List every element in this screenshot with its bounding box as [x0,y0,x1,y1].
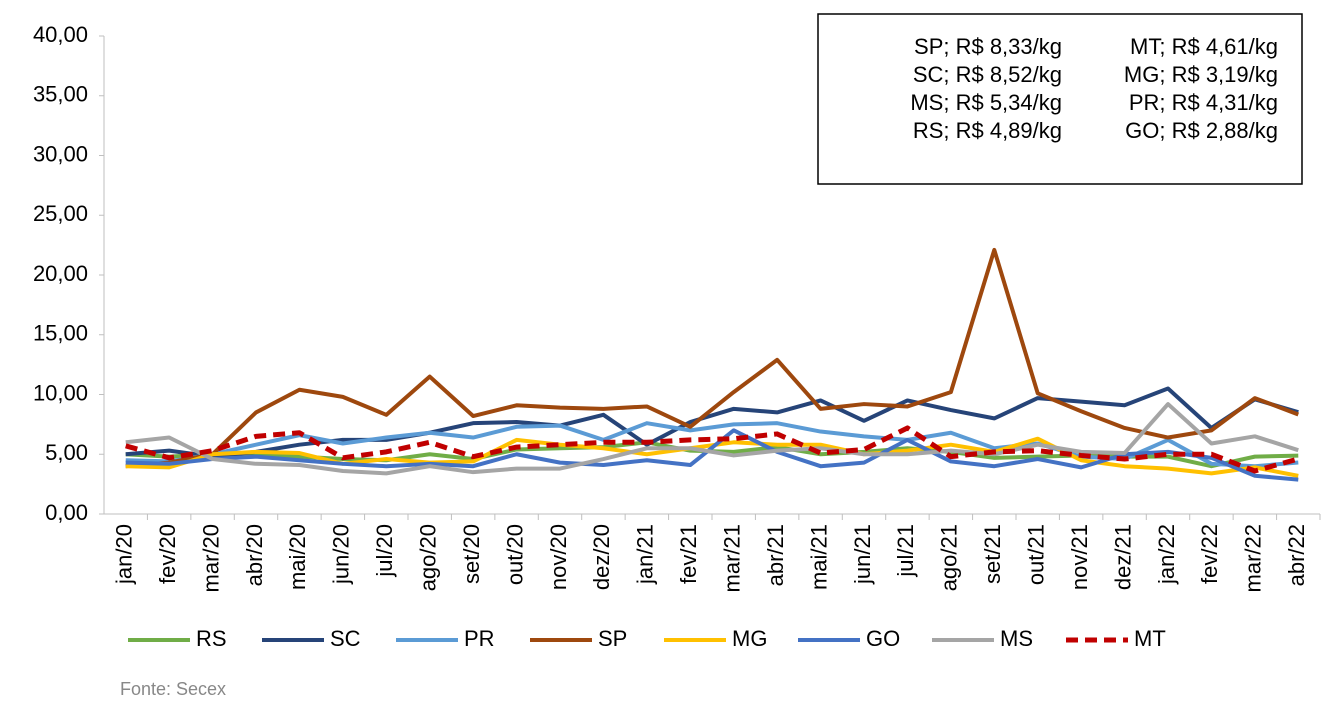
annotation: MG; R$ 3,19/kg [1124,62,1278,87]
series-line [125,425,1299,474]
y-tick-label: 40,00 [33,22,88,47]
x-tick-label: nov/21 [1067,524,1092,590]
annotation: SC; R$ 8,52/kg [913,62,1062,87]
x-tick-label: mar/21 [720,524,745,592]
x-tick-label: jan/22 [1154,524,1179,585]
annotation-box [817,13,1303,185]
y-tick-label: 35,00 [33,82,88,107]
series-line [125,428,1299,482]
annotation: RS; R$ 4,89/kg [913,118,1062,143]
x-tick-label: abr/22 [1284,524,1309,586]
source: Fonte: Secex [120,679,226,699]
x-tick-label: set/20 [459,524,484,584]
annotation: SP; R$ 8,33/kg [914,34,1062,59]
x-tick-label: fev/21 [676,524,701,584]
x-tick-label: dez/21 [1110,524,1135,590]
x-tick-label: mar/20 [198,524,223,592]
annotation: GO; R$ 2,88/kg [1125,118,1278,143]
x-tick-label: abr/20 [242,524,267,586]
series-line [125,402,1299,476]
y-tick-label: 5,00 [45,440,88,465]
legend-label: MS [1000,626,1033,651]
x-tick-label: mai/20 [285,524,310,590]
y-tick-label: 25,00 [33,201,88,226]
series-line [125,386,1299,459]
x-tick-label: dez/20 [589,524,614,590]
x-tick-label: jul/20 [372,524,397,578]
legend-label: PR [464,626,495,651]
y-tick-label: 30,00 [33,141,88,166]
x-tick-label: jan/20 [112,524,137,585]
x-tick-label: abr/21 [763,524,788,586]
x-tick-label: fev/22 [1197,524,1222,584]
legend-label: GO [866,626,900,651]
x-tick-label: out/21 [1024,524,1049,585]
y-tick-label: 0,00 [45,500,88,525]
legend-label: MT [1134,626,1166,651]
x-tick-label: ago/20 [416,524,441,591]
x-tick-label: fev/20 [155,524,180,584]
legend-label: RS [196,626,227,651]
x-tick-label: mai/21 [806,524,831,590]
x-tick-label: jun/20 [329,524,354,585]
x-tick-label: nov/20 [546,524,571,590]
y-tick-label: 20,00 [33,261,88,286]
annotation: PR; R$ 4,31/kg [1129,90,1278,115]
x-tick-label: set/21 [980,524,1005,584]
annotation: MS; R$ 5,34/kg [910,90,1062,115]
x-tick-label: jun/21 [850,524,875,585]
x-tick-label: ago/21 [937,524,962,591]
y-tick-label: 10,00 [33,380,88,405]
y-tick-label: 15,00 [33,321,88,346]
series-line [125,247,1299,469]
x-tick-label: out/20 [502,524,527,585]
x-tick-label: mar/22 [1241,524,1266,592]
x-tick-label: jul/21 [893,524,918,578]
legend-label: SC [330,626,361,651]
legend-label: SP [598,626,627,651]
x-tick-label: jan/21 [633,524,658,585]
annotation: MT; R$ 4,61/kg [1130,34,1278,59]
legend-label: MG [732,626,767,651]
